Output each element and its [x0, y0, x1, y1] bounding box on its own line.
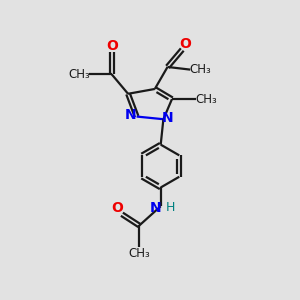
- Text: N: N: [162, 111, 173, 125]
- Text: CH₃: CH₃: [190, 63, 211, 76]
- Text: H: H: [165, 201, 175, 214]
- Text: N: N: [125, 108, 136, 122]
- Text: O: O: [106, 39, 118, 53]
- Text: CH₃: CH₃: [128, 247, 150, 260]
- Text: O: O: [179, 37, 191, 51]
- Text: N: N: [149, 201, 161, 214]
- Text: O: O: [111, 201, 123, 215]
- Text: CH₃: CH₃: [195, 93, 217, 106]
- Text: CH₃: CH₃: [68, 68, 90, 81]
